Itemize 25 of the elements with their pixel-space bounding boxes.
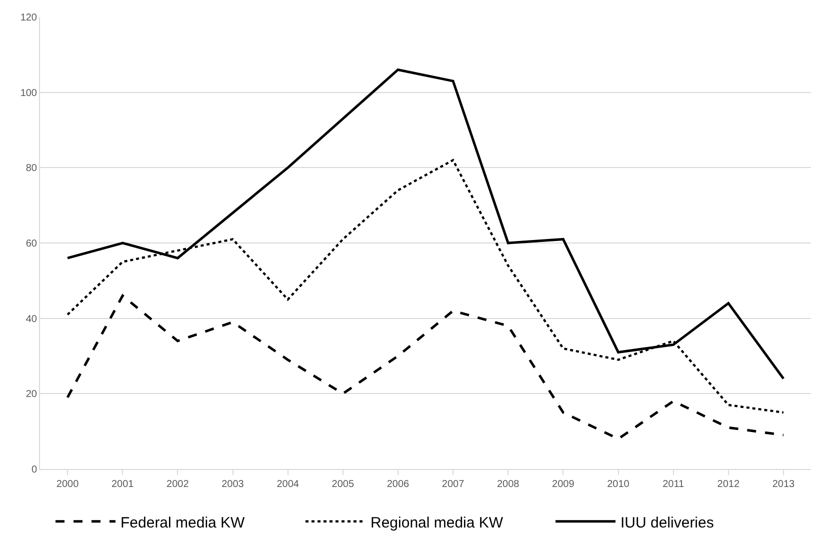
y-tick-label: 20 [26,389,38,400]
y-tick-label: 80 [26,163,38,174]
x-tick-label: 2007 [442,479,465,490]
line-series [66,294,785,440]
x-tick-label: 2003 [222,479,244,490]
x-tick-label: 2013 [772,479,796,490]
y-tick-label: 0 [31,464,38,476]
y-tick-label: 120 [20,12,38,24]
x-tick-label: 2004 [276,479,300,490]
legend-label: Regional media KW [370,514,504,532]
y-tick-label: 60 [26,238,38,250]
x-tick-label: 2006 [386,479,410,490]
x-tick-label: 2001 [111,479,134,490]
y-tick-label: 40 [26,314,38,325]
x-tick-label: 2011 [662,479,685,490]
x-tick-label: 2010 [607,479,630,490]
x-tick-label: 2009 [552,479,575,490]
x-tick-label: 2002 [166,479,190,490]
x-tick-label: 2012 [717,479,740,490]
legend-label: Federal media KW [120,514,246,532]
legend-label: IUU deliveries [620,514,714,532]
x-tick-label: 2000 [56,479,80,490]
y-tick-label: 100 [20,88,38,99]
x-tick-label: 2005 [332,479,354,490]
x-tick-label: 2008 [496,479,520,490]
